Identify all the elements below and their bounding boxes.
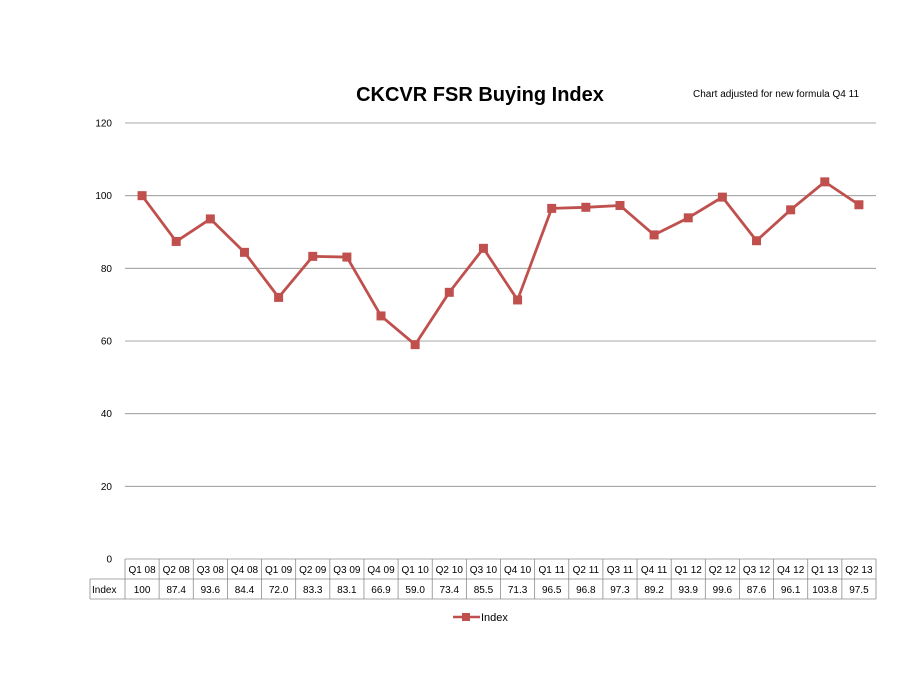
y-tick-label: 20 bbox=[101, 482, 113, 493]
data-point bbox=[410, 340, 420, 350]
x-category-label: Q4 10 bbox=[504, 565, 532, 576]
gridlines bbox=[125, 122, 876, 487]
y-axis-ticks: 0 20 40 60 80 100 120 bbox=[95, 119, 112, 566]
x-category-label: Q2 08 bbox=[163, 565, 191, 576]
x-category-label: Q1 13 bbox=[811, 565, 839, 576]
table-value-cell: 85.5 bbox=[474, 585, 494, 596]
series-line bbox=[140, 180, 860, 347]
data-point bbox=[205, 214, 215, 224]
x-category-label: Q4 12 bbox=[777, 565, 805, 576]
x-category-label: Q1 12 bbox=[675, 565, 703, 576]
table-value-cell: 73.4 bbox=[440, 585, 460, 596]
x-category-label: Q4 08 bbox=[231, 565, 259, 576]
table-value-cell: 96.5 bbox=[542, 585, 562, 596]
x-category-label: Q2 12 bbox=[709, 565, 737, 576]
chart-title: CKCVR FSR Buying Index bbox=[356, 84, 604, 106]
table-value-cell: 93.9 bbox=[679, 585, 699, 596]
table-value-cell: 84.4 bbox=[235, 585, 255, 596]
table-value-cell: 93.6 bbox=[201, 585, 221, 596]
table-value-cell: 72.0 bbox=[269, 585, 289, 596]
data-point bbox=[171, 236, 181, 246]
legend: Index bbox=[453, 612, 508, 624]
chart-annotation-wrapper: Chart adjusted for new formula Q4 11 bbox=[693, 89, 860, 100]
data-point bbox=[683, 213, 693, 223]
data-point bbox=[478, 243, 488, 253]
data-point bbox=[444, 287, 454, 297]
data-point bbox=[308, 251, 318, 261]
table-value-cell: 59.0 bbox=[405, 585, 425, 596]
x-category-label: Q3 08 bbox=[197, 565, 225, 576]
x-category-label: Q2 13 bbox=[845, 565, 873, 576]
table-value-cell: 100 bbox=[134, 585, 151, 596]
x-category-label: Q1 08 bbox=[128, 565, 156, 576]
table-value-cell: 87.6 bbox=[747, 585, 767, 596]
data-point bbox=[581, 202, 591, 212]
data-point bbox=[820, 177, 830, 187]
x-category-label: Q2 11 bbox=[573, 565, 600, 576]
data-point bbox=[274, 292, 284, 302]
table-value-cell: 71.3 bbox=[508, 585, 528, 596]
table-value-cell: 83.1 bbox=[337, 585, 357, 596]
y-tick-label: 100 bbox=[95, 191, 112, 202]
table-value-cell: 99.6 bbox=[713, 585, 733, 596]
x-category-label: Q2 10 bbox=[436, 565, 464, 576]
table-value-cell: 103.8 bbox=[812, 585, 837, 596]
table-value-cell: 66.9 bbox=[371, 585, 391, 596]
table-value-cell: 83.3 bbox=[303, 585, 323, 596]
series-index bbox=[137, 177, 864, 350]
data-table: Index Q1 08 100 Q2 08 87.4 Q3 08 93.6 Q4 08 84.4… bbox=[89, 558, 877, 600]
x-category-label: Q1 11 bbox=[538, 565, 565, 576]
data-point bbox=[137, 191, 147, 201]
x-category-label: Q2 09 bbox=[299, 565, 327, 576]
data-point bbox=[547, 203, 557, 213]
table-value-cell: 97.5 bbox=[849, 585, 869, 596]
data-point bbox=[752, 236, 762, 246]
data-point bbox=[717, 192, 727, 202]
legend-label: Index bbox=[481, 612, 508, 624]
x-category-label: Q3 12 bbox=[743, 565, 771, 576]
y-tick-label: 80 bbox=[101, 264, 113, 275]
y-tick-label: 0 bbox=[106, 555, 112, 566]
data-point bbox=[854, 200, 864, 210]
y-tick-label: 60 bbox=[101, 337, 113, 348]
table-row-header: Index bbox=[92, 585, 116, 596]
data-point bbox=[786, 205, 796, 215]
x-category-label: Q1 09 bbox=[265, 565, 293, 576]
y-tick-label: 40 bbox=[101, 409, 113, 420]
data-point bbox=[513, 295, 523, 305]
data-point bbox=[649, 230, 659, 240]
x-category-label: Q3 09 bbox=[333, 565, 361, 576]
table-value-cell: 96.1 bbox=[781, 585, 801, 596]
table-value-cell: 96.8 bbox=[576, 585, 596, 596]
data-point bbox=[239, 247, 249, 257]
x-category-label: Q4 11 bbox=[641, 565, 668, 576]
x-category-label: Q3 11 bbox=[607, 565, 634, 576]
data-point bbox=[376, 311, 386, 321]
x-category-label: Q3 10 bbox=[470, 565, 498, 576]
legend-marker bbox=[462, 613, 470, 621]
data-point bbox=[615, 200, 625, 210]
table-value-cell: 89.2 bbox=[644, 585, 664, 596]
x-category-label: Q1 10 bbox=[402, 565, 430, 576]
chart-annotation: Chart adjusted for new formula Q4 11 bbox=[693, 89, 860, 100]
data-point bbox=[342, 252, 352, 262]
table-value-cell: 97.3 bbox=[610, 585, 630, 596]
table-value-cell: 87.4 bbox=[166, 585, 186, 596]
y-tick-label: 120 bbox=[95, 119, 112, 130]
x-category-label: Q4 09 bbox=[367, 565, 395, 576]
